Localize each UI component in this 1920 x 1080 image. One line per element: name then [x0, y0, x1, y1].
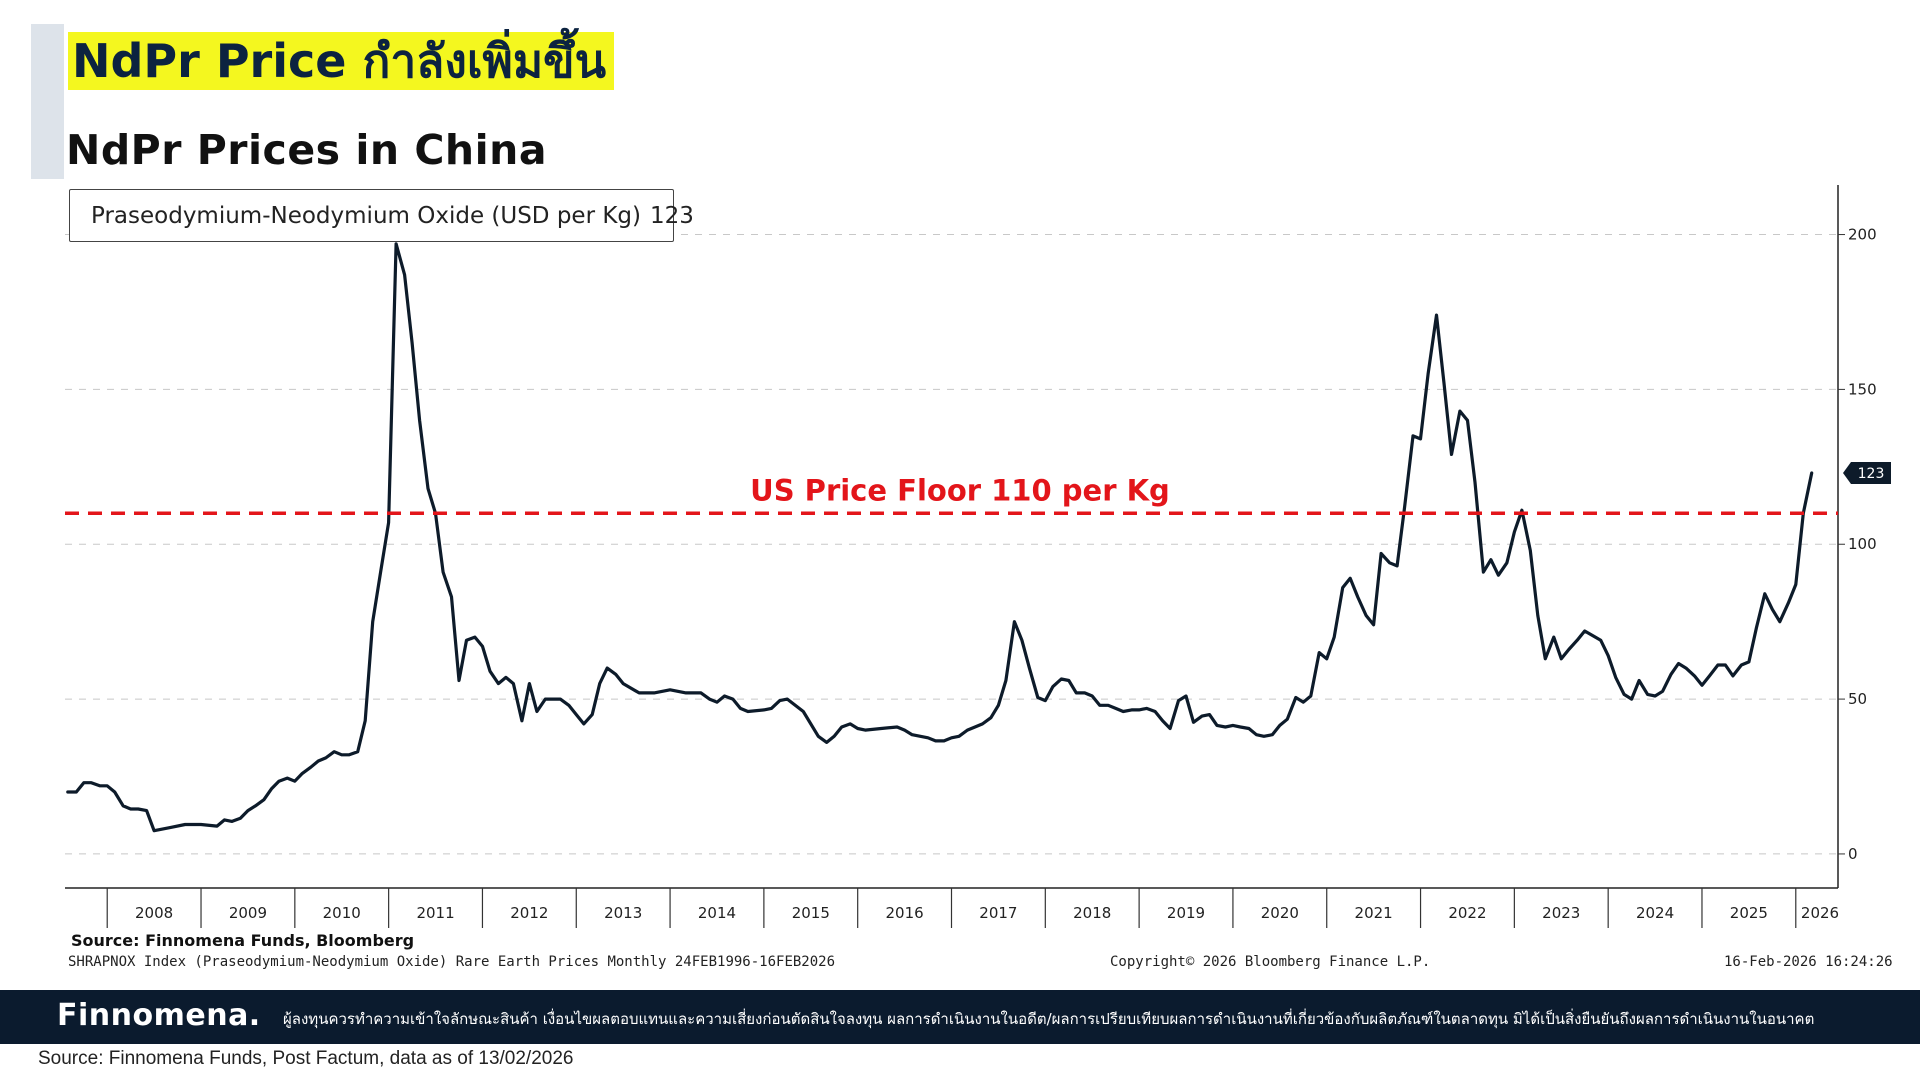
x-tick-label: 2013	[604, 904, 642, 922]
chart-source: Source: Finnomena Funds, Bloomberg	[71, 931, 415, 950]
x-axis-ticks: 2008 2009 2010 2011 2012 2013 2014 2015 2016 2017…	[106, 888, 1839, 928]
x-tick-label: 2015	[792, 904, 830, 922]
x-tick-label: 2022	[1448, 904, 1486, 922]
reference-layer: US Price Floor 110 per Kg	[65, 473, 1838, 516]
x-tick-label: 2011	[416, 904, 454, 922]
x-tick-label: 2010	[323, 904, 361, 922]
y-tick-label: 50	[1848, 690, 1867, 708]
y-tick-label: 150	[1848, 380, 1877, 398]
x-tick-label: 2008	[135, 904, 173, 922]
data-source: Source: Finnomena Funds, Post Factum, da…	[38, 1048, 574, 1069]
last-value-tag-layer: 123	[1843, 462, 1891, 485]
x-tick-label: 2016	[886, 904, 924, 922]
x-tick-label: 2014	[698, 904, 736, 922]
price-chart: 0 50 100 150 200 2008 2009 2010 2011 2012 2013 201…	[65, 185, 1891, 928]
gridlines	[65, 234, 1838, 855]
x-tick-label: 2017	[979, 904, 1017, 922]
y-tick-label: 200	[1848, 226, 1877, 244]
copyright: Copyright© 2026 Bloomberg Finance L.P.	[1110, 954, 1431, 970]
brand-logo: Finnomena.	[57, 998, 261, 1033]
accent-bar	[31, 24, 64, 179]
x-tick-label: 2018	[1073, 904, 1111, 922]
y-axis-ticks: 0 50 100 150 200	[1838, 226, 1877, 863]
last-value-label: 123	[1858, 466, 1885, 482]
chart-legend: Praseodymium-Neodymium Oxide (USD per Kg…	[69, 189, 694, 242]
legend-value: 123	[650, 202, 694, 229]
x-tick-label: 2026	[1801, 904, 1839, 922]
x-tick-label: 2025	[1730, 904, 1768, 922]
x-tick-label: 2020	[1261, 904, 1299, 922]
axes	[65, 185, 1839, 889]
series-line	[66, 242, 1814, 833]
disclaimer: ผู้ลงทุนควรทำความเข้าใจลักษณะสินค้า เงื่…	[283, 1010, 1815, 1028]
page-headline: NdPr Price กำลังเพิ่มขึ้น	[68, 32, 615, 90]
x-tick-label: 2024	[1636, 904, 1674, 922]
x-tick-label: 2021	[1355, 904, 1393, 922]
price-floor-label: US Price Floor 110 per Kg	[750, 473, 1170, 507]
x-tick-label: 2019	[1167, 904, 1205, 922]
y-tick-label: 100	[1848, 535, 1877, 553]
index-description: SHRAPNOX Index (Praseodymium-Neodymium O…	[68, 954, 836, 970]
x-tick-label: 2012	[510, 904, 548, 922]
footer-band	[0, 990, 1920, 1044]
last-value-tag	[1843, 462, 1891, 485]
x-tick-label: 2009	[229, 904, 267, 922]
y-tick-label: 0	[1848, 845, 1858, 863]
series-layer	[66, 242, 1814, 833]
legend-label: Praseodymium-Neodymium Oxide (USD per Kg…	[91, 202, 642, 229]
chart-title: NdPr Prices in China	[66, 126, 548, 174]
timestamp: 16-Feb-2026 16:24:26	[1724, 954, 1893, 970]
x-tick-label: 2023	[1542, 904, 1580, 922]
